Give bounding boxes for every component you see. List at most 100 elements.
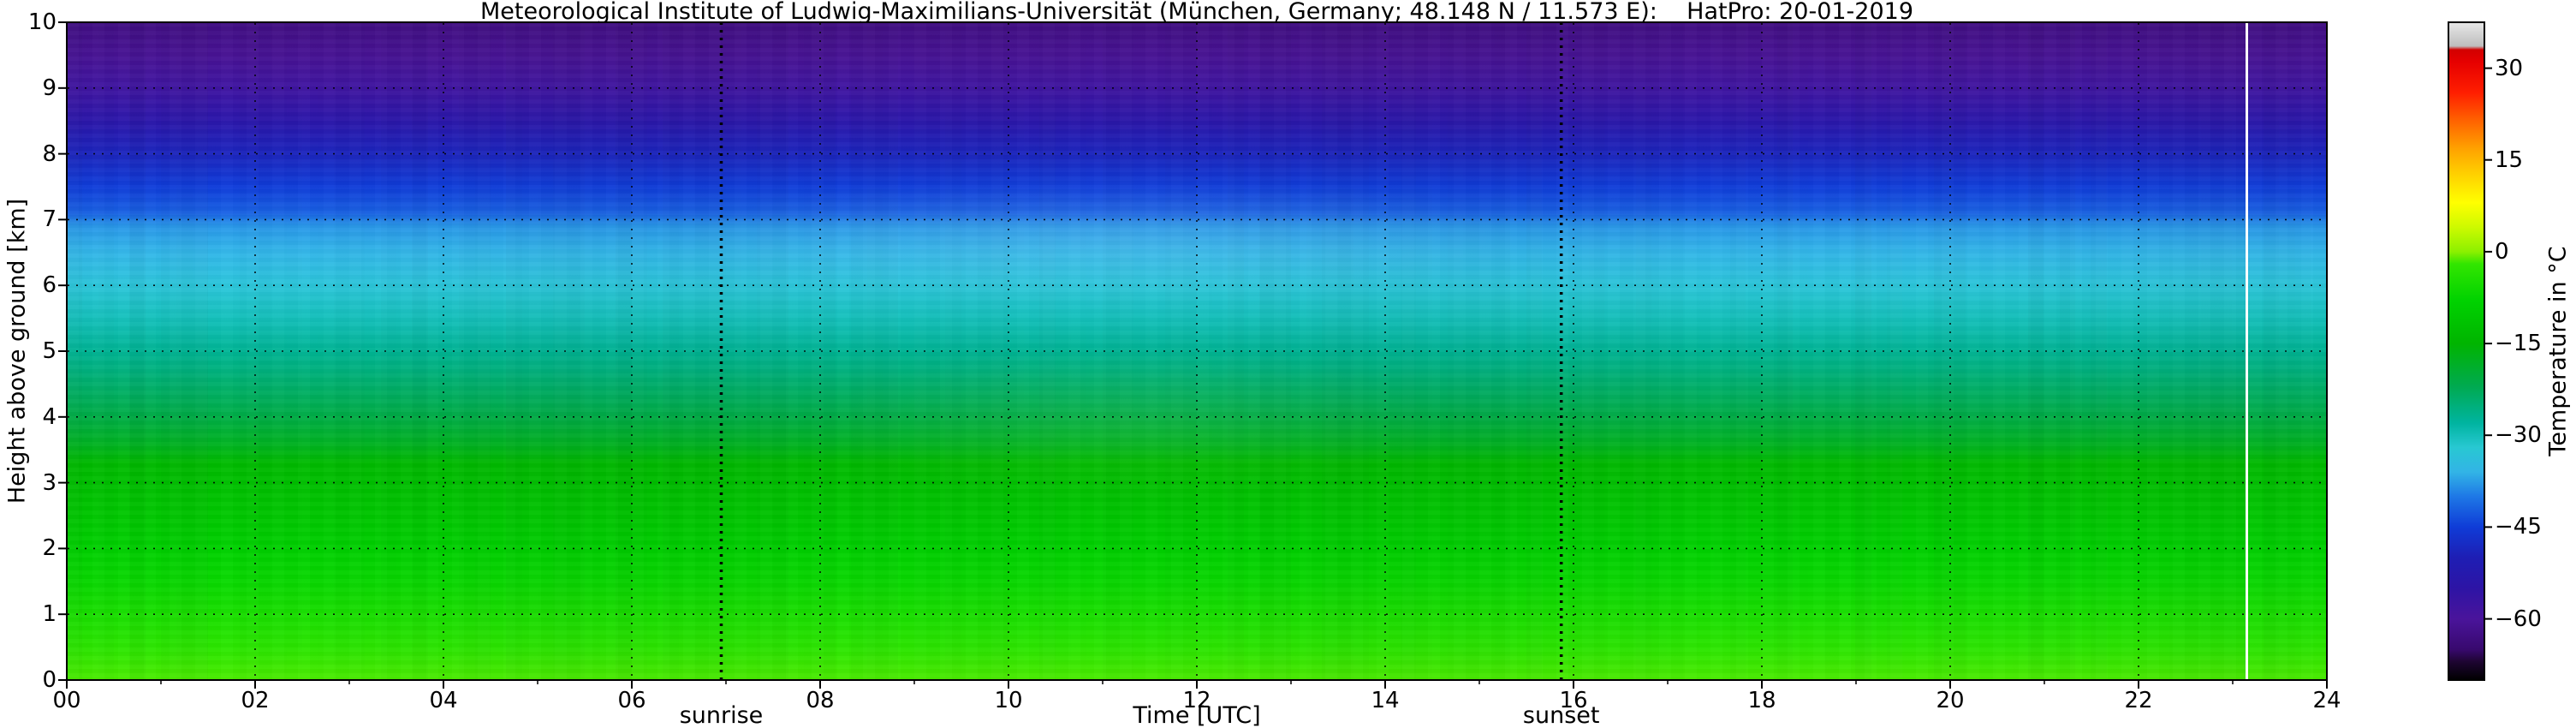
heatmap-column xyxy=(1400,22,1417,680)
heatmap-column xyxy=(380,22,396,680)
heatmap-column xyxy=(1181,22,1197,680)
heatmap-column xyxy=(443,22,460,680)
heatmap-column xyxy=(898,22,914,680)
heatmap-column xyxy=(1510,22,1526,680)
heatmap-column xyxy=(1526,22,1542,680)
heatmap-column xyxy=(2106,22,2122,680)
heatmap-column xyxy=(2121,22,2139,680)
heatmap-column xyxy=(160,22,177,680)
heatmap-column xyxy=(1776,22,1794,680)
heatmap-column xyxy=(427,22,443,680)
heatmap-column xyxy=(553,22,569,680)
heatmap-column xyxy=(1337,22,1353,680)
heatmap-column xyxy=(1635,22,1652,680)
x-tick-label: 20 xyxy=(1936,688,1965,713)
heatmap-column xyxy=(1965,22,1982,680)
y-tick-label: 7 xyxy=(42,206,57,233)
colorbar-tick-label: −45 xyxy=(2495,514,2542,540)
heatmap-column xyxy=(710,22,726,680)
heatmap-column xyxy=(1117,22,1134,680)
heatmap-column xyxy=(1808,22,1824,680)
x-tick-label: 10 xyxy=(994,688,1023,713)
x-tick-label: 22 xyxy=(2124,688,2153,713)
heatmap-column xyxy=(1008,22,1025,680)
heatmap-column xyxy=(176,22,193,680)
heatmap-column xyxy=(2294,22,2311,680)
y-tick-label: 8 xyxy=(42,140,57,167)
heatmap-column xyxy=(1981,22,1997,680)
heatmap-column xyxy=(2279,22,2295,680)
heatmap-column xyxy=(1290,22,1306,680)
heatmap-column xyxy=(1604,22,1621,680)
heatmap-column xyxy=(883,22,899,680)
heatmap-column xyxy=(631,22,648,680)
heatmap-column xyxy=(1369,22,1385,680)
heatmap-column xyxy=(1557,22,1574,680)
heatmap-column xyxy=(1086,22,1103,680)
heatmap-column xyxy=(333,22,349,680)
heatmap-column xyxy=(1275,22,1291,680)
heatmap-column xyxy=(2168,22,2186,680)
heatmap-column xyxy=(1024,22,1040,680)
x-tick-label: 16 xyxy=(1559,688,1588,713)
colorbar-tick-label: 0 xyxy=(2495,238,2509,265)
heatmap-column xyxy=(1746,22,1762,680)
heatmap-column xyxy=(1714,22,1730,680)
heatmap-column xyxy=(1823,22,1841,680)
heatmap-column xyxy=(254,22,271,680)
heatmap-column xyxy=(1620,22,1636,680)
y-tick-label: 1 xyxy=(42,601,57,628)
heatmap-column xyxy=(98,22,114,680)
heatmap-column xyxy=(616,22,632,680)
heatmap-column xyxy=(1793,22,1809,680)
heatmap-column xyxy=(2153,22,2169,680)
heatmap-column xyxy=(1682,22,1699,680)
heatmap-column xyxy=(2216,22,2233,680)
x-tick-label: 00 xyxy=(52,688,81,713)
annotation-label-sunset: sunset xyxy=(1522,702,1600,728)
colorbar-tick-label: −30 xyxy=(2495,422,2542,449)
heatmap-column xyxy=(772,22,789,680)
heatmap-column xyxy=(318,22,334,680)
heatmap-column xyxy=(1384,22,1401,680)
heatmap-column xyxy=(1698,22,1715,680)
heatmap-column xyxy=(1164,22,1181,680)
heatmap-column xyxy=(757,22,773,680)
heatmap-column xyxy=(1541,22,1558,680)
heatmap-column xyxy=(1211,22,1229,680)
y-tick-label: 9 xyxy=(42,75,57,101)
heatmap-column xyxy=(2185,22,2201,680)
y-tick-label: 0 xyxy=(42,667,57,693)
heatmap-column xyxy=(67,22,83,680)
heatmap-column xyxy=(1588,22,1605,680)
x-tick-label: 08 xyxy=(806,688,835,713)
heatmap-column xyxy=(2059,22,2075,680)
plot-area xyxy=(67,22,2327,680)
heatmap-column xyxy=(851,22,867,680)
heatmap-column xyxy=(474,22,491,680)
heatmap-column xyxy=(2091,22,2107,680)
heatmap-column xyxy=(1855,22,1871,680)
heatmap-column xyxy=(2138,22,2154,680)
heatmap-column xyxy=(804,22,820,680)
heatmap-column xyxy=(1039,22,1056,680)
heatmap-column xyxy=(600,22,616,680)
colorbar-label: Temperature in °C xyxy=(2544,246,2572,456)
y-tick-label: 2 xyxy=(42,535,57,562)
heatmap-column xyxy=(1228,22,1244,680)
heatmap-column xyxy=(1071,22,1087,680)
heatmap-column xyxy=(239,22,255,680)
heatmap-column xyxy=(286,22,302,680)
heatmap-column xyxy=(2075,22,2091,680)
heatmap-column xyxy=(348,22,366,680)
heatmap-column xyxy=(1243,22,1259,680)
heatmap-column xyxy=(1353,22,1370,680)
heatmap-column xyxy=(113,22,130,680)
heatmap-column xyxy=(568,22,585,680)
heatmap-column xyxy=(819,22,836,680)
heatmap-column xyxy=(1887,22,1903,680)
heatmap-column xyxy=(961,22,978,680)
heatmap-column xyxy=(1949,22,1966,680)
heatmap-column xyxy=(992,22,1008,680)
